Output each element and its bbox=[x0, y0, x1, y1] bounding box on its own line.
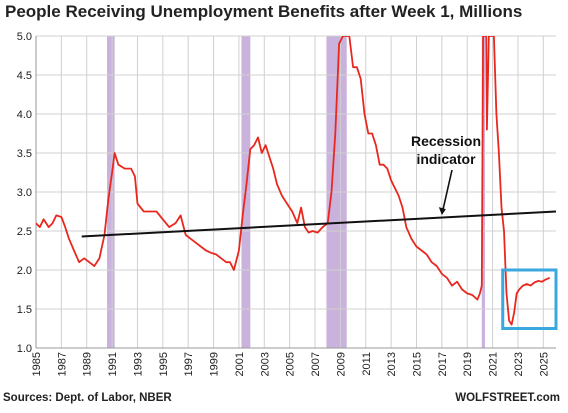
series-line-1 bbox=[81, 210, 556, 238]
annotation-arrow-head bbox=[438, 207, 446, 216]
chart-title: People Receiving Unemployment Benefits a… bbox=[5, 2, 523, 21]
x-tick-label: 2015 bbox=[411, 352, 423, 376]
x-tick-label: 1999 bbox=[209, 352, 221, 376]
x-tick-label: 2011 bbox=[361, 352, 373, 376]
annotation-label: Recession bbox=[411, 133, 481, 149]
y-tick-label: 3.0 bbox=[17, 187, 32, 199]
x-tick-label: 1987 bbox=[56, 352, 68, 376]
x-tick-label: 2017 bbox=[437, 352, 449, 376]
x-tick-label: 1995 bbox=[158, 352, 170, 376]
x-tick-label: 2001 bbox=[234, 352, 246, 376]
annotation-layer: Recession indicator bbox=[411, 133, 558, 330]
annotation-arrow-shaft bbox=[442, 169, 453, 211]
y-tick-label: 1.5 bbox=[17, 304, 32, 316]
source-note: Sources: Dept. of Labor, NBER bbox=[3, 392, 172, 404]
y-tick-label: 2.0 bbox=[17, 265, 32, 277]
x-tick-label: 2021 bbox=[488, 352, 500, 376]
x-tick-label: 2019 bbox=[462, 352, 474, 376]
x-tick-label: 2007 bbox=[310, 352, 322, 376]
x-tick-label: 1997 bbox=[183, 352, 195, 376]
series-layer bbox=[36, 36, 556, 326]
x-tick-label: 1991 bbox=[107, 352, 119, 376]
x-tick-label: 2005 bbox=[285, 352, 297, 376]
y-tick-label: 4.5 bbox=[17, 70, 32, 82]
x-tick-label: 1985 bbox=[31, 352, 43, 376]
y-tick-label: 4.0 bbox=[17, 109, 32, 121]
x-tick-label: 1989 bbox=[82, 352, 94, 376]
x-tick-label: 2023 bbox=[513, 352, 525, 376]
y-tick-label: 3.5 bbox=[17, 148, 32, 160]
y-tick-label: 5.0 bbox=[17, 31, 32, 43]
x-tick-label: 2009 bbox=[335, 352, 347, 376]
annotation-label: indicator bbox=[416, 151, 476, 167]
y-tick-label: 1.0 bbox=[17, 343, 32, 355]
highlight-box bbox=[501, 268, 558, 330]
x-tick-label: 2025 bbox=[538, 352, 550, 376]
x-tick-label: 1993 bbox=[132, 352, 144, 376]
x-tick-label: 2013 bbox=[386, 352, 398, 376]
credit-note: WOLFSTREET.com bbox=[455, 392, 560, 404]
x-tick-label: 2003 bbox=[259, 352, 271, 376]
axes: 1.0 1.5 2.0 2.5 3.0 3.5 4.0 4.5 5.0 1985 1987 1989 1… bbox=[17, 31, 556, 376]
y-tick-label: 2.5 bbox=[17, 226, 32, 238]
